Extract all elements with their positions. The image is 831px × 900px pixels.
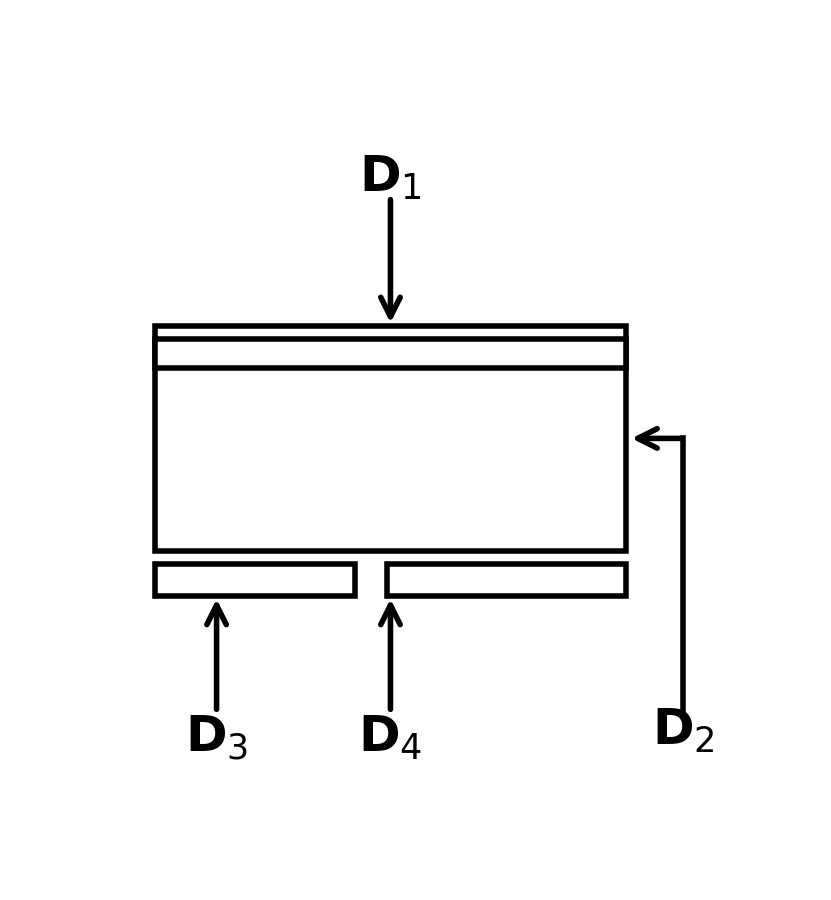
Bar: [387, 564, 626, 596]
Text: D$_3$: D$_3$: [185, 714, 248, 762]
Text: D$_1$: D$_1$: [359, 154, 422, 202]
Text: D$_4$: D$_4$: [358, 714, 423, 762]
Bar: [155, 338, 626, 367]
Bar: [155, 326, 626, 551]
Bar: [155, 564, 355, 596]
Text: D$_2$: D$_2$: [652, 707, 715, 755]
